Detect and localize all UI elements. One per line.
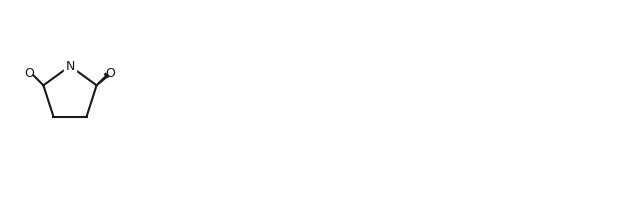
- Text: O: O: [106, 67, 116, 80]
- Text: O: O: [24, 67, 35, 80]
- Text: N: N: [65, 60, 75, 72]
